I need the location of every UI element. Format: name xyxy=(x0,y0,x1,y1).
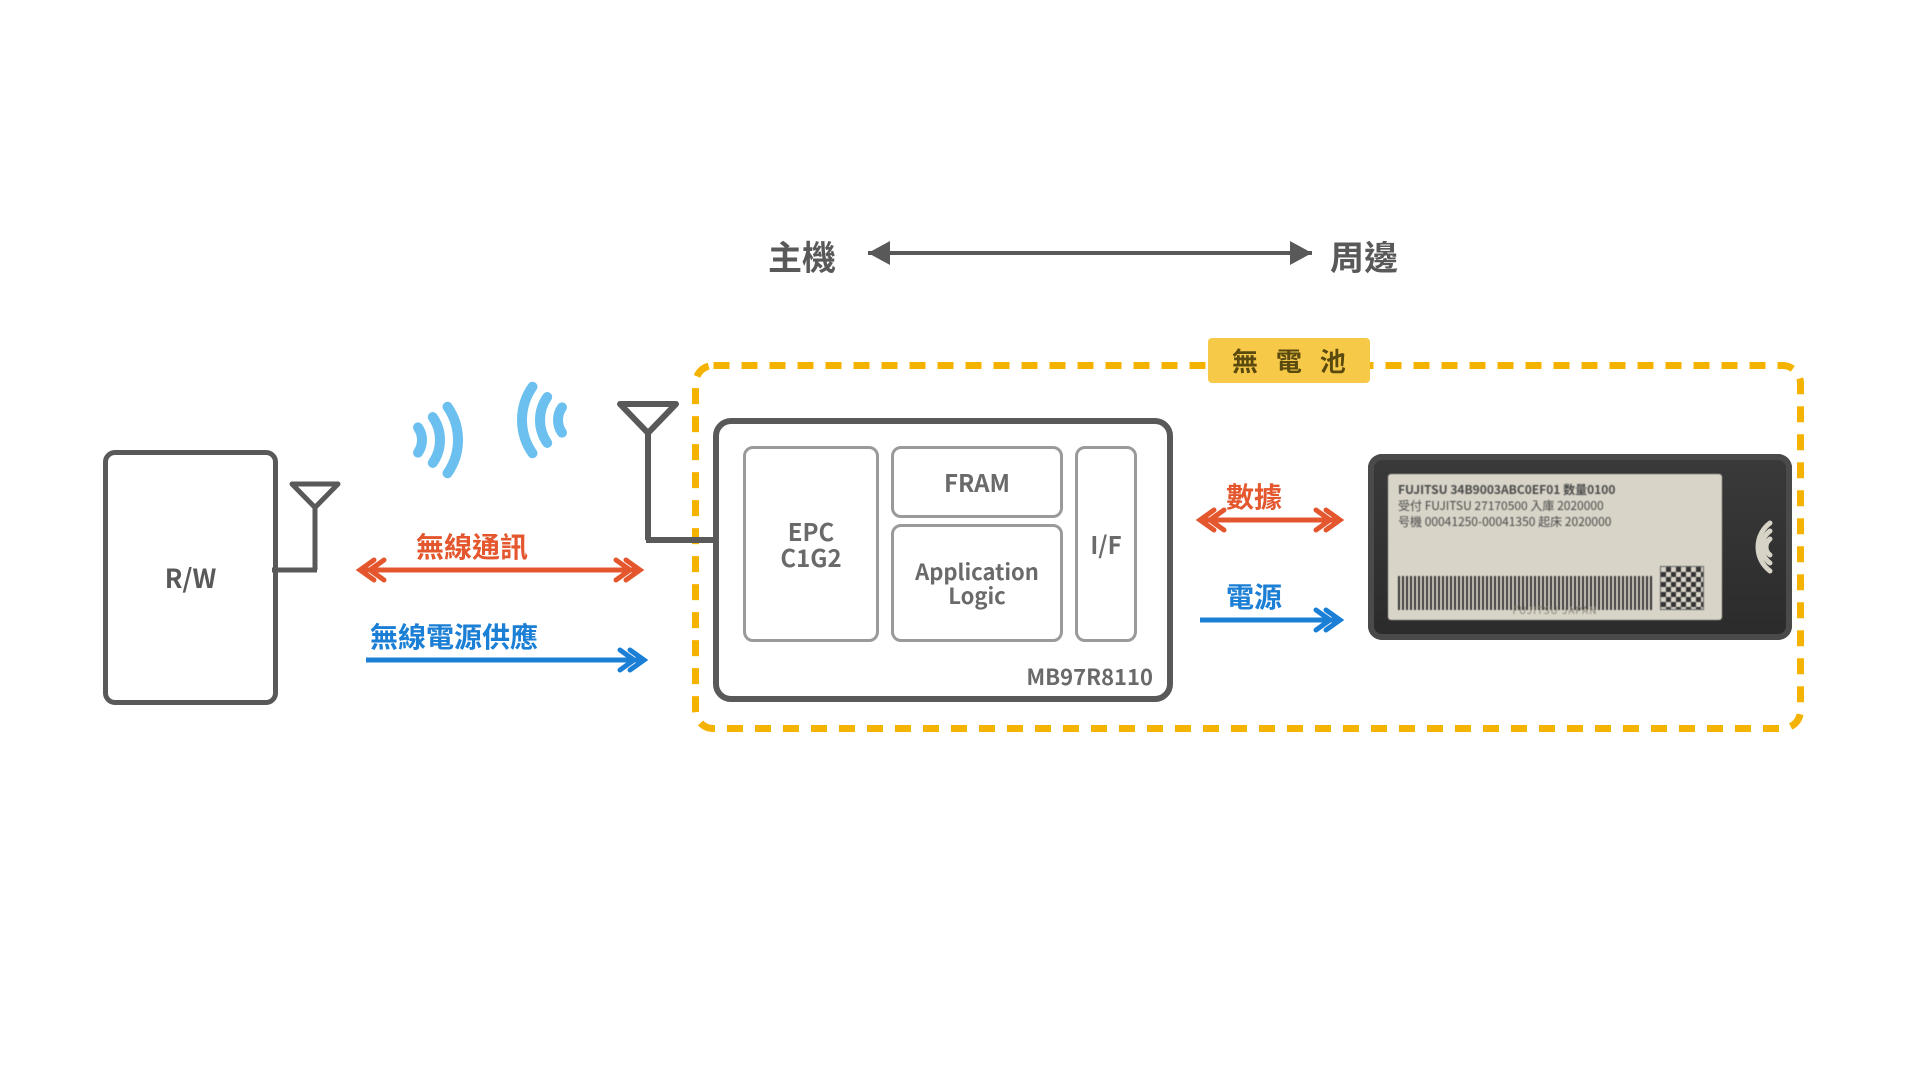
radio-waves-right-icon xyxy=(512,352,648,488)
epaper-line: 号機 00041250-00041350 起床 2020000 xyxy=(1398,514,1712,530)
chip-block-epc: EPC C1G2 xyxy=(743,446,879,642)
chip-antenna-connector xyxy=(646,537,717,543)
epaper-display-device: FUJITSU 34B9003ABC0EF01 数量0100受付 FUJITSU… xyxy=(1368,454,1792,640)
batteryless-label: 無 電 池 xyxy=(1208,338,1370,383)
epaper-line: 受付 FUJITSU 27170500 入庫 2020000 xyxy=(1398,498,1712,514)
data-label: 數據 xyxy=(1226,476,1282,516)
epaper-line: FUJITSU 34B9003ABC0EF01 数量0100 xyxy=(1398,482,1712,498)
chip-part-number: MB97R8110 xyxy=(1026,660,1153,692)
chip-box: EPC C1G2FRAMApplication LogicI/F MB97R811… xyxy=(713,418,1173,702)
wireless-power-label: 無線電源供應 xyxy=(370,616,538,656)
chip-block-app: Application Logic xyxy=(891,524,1063,642)
qr-icon xyxy=(1660,566,1704,610)
power-label: 電源 xyxy=(1226,576,1282,616)
chip-block-fram: FRAM xyxy=(891,446,1063,518)
wireless-comm-label: 無線通訊 xyxy=(416,526,528,566)
nfc-icon xyxy=(1734,519,1784,575)
device-brand: FUJITSU JAPAN xyxy=(1513,603,1598,617)
epaper-screen: FUJITSU 34B9003ABC0EF01 数量0100受付 FUJITSU… xyxy=(1388,474,1722,620)
host-peripheral-arrow xyxy=(838,233,1342,273)
reader-antenna-connector xyxy=(272,567,317,573)
reader-writer-box: R/W xyxy=(103,450,278,705)
radio-waves-left-icon xyxy=(332,372,468,508)
chip-block-if: I/F xyxy=(1075,446,1137,642)
host-label: 主機 xyxy=(768,231,836,280)
